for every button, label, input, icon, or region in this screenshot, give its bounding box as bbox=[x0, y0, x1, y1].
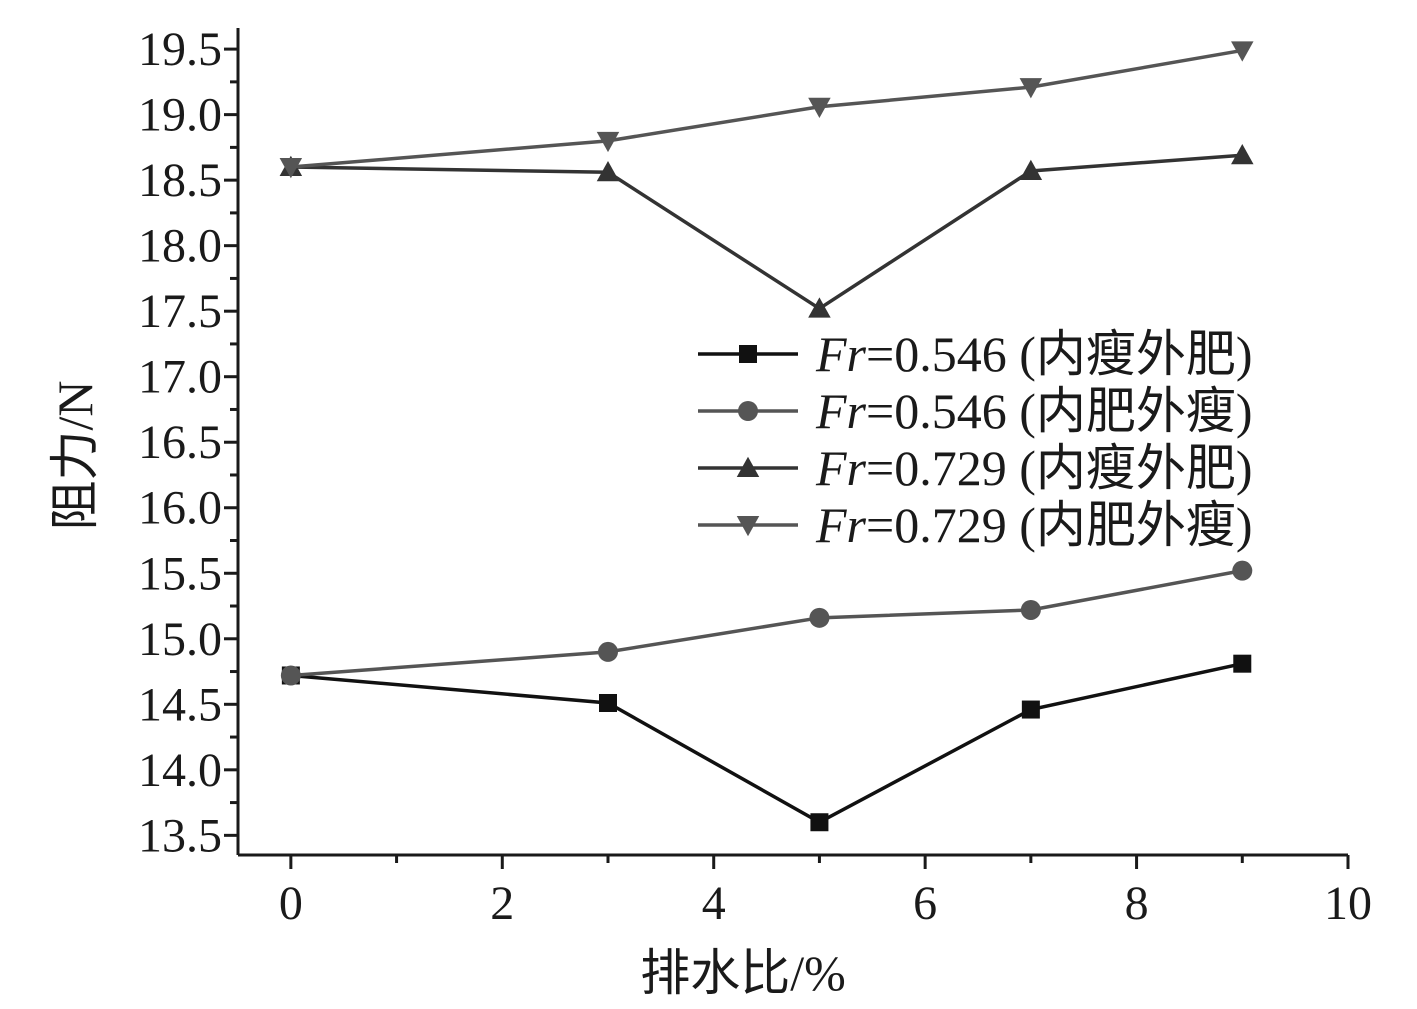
legend-label: Fr=0.729 (内瘦外肥) bbox=[815, 440, 1253, 496]
y-tick-label: 15.0 bbox=[138, 613, 222, 666]
legend-marker bbox=[736, 456, 760, 477]
y-tick-label: 19.5 bbox=[138, 23, 222, 76]
data-point bbox=[596, 161, 620, 182]
legend-label: Fr=0.546 (内瘦外肥) bbox=[815, 326, 1253, 382]
series-1-line bbox=[290, 661, 1243, 825]
data-point bbox=[808, 297, 831, 318]
data-point bbox=[598, 641, 618, 662]
y-tick-label: 19.0 bbox=[138, 89, 222, 142]
y-tick-label: 14.0 bbox=[138, 744, 222, 797]
legend-entry-3: Fr=0.729 (内瘦外肥) bbox=[698, 440, 1253, 496]
legend-entry-2: Fr=0.546 (内肥外瘦) bbox=[698, 383, 1253, 439]
data-point bbox=[1231, 41, 1254, 62]
x-tick-label: 8 bbox=[1125, 877, 1149, 930]
y-tick-label: 18.5 bbox=[138, 154, 222, 207]
x-tick-label: 10 bbox=[1324, 877, 1372, 930]
data-point bbox=[596, 131, 620, 153]
series-3 bbox=[279, 143, 1254, 318]
data-point bbox=[810, 813, 829, 832]
legend: Fr=0.546 (内瘦外肥)Fr=0.546 (内肥外瘦)Fr=0.729 (… bbox=[698, 326, 1253, 553]
legend-marker bbox=[736, 516, 760, 537]
y-tick-label: 15.5 bbox=[138, 547, 222, 600]
y-tick-label: 14.5 bbox=[138, 678, 222, 731]
x-ticks: 0 2 4 6 8 10 bbox=[279, 855, 1372, 930]
y-tick-label: 16.0 bbox=[138, 482, 222, 535]
legend-entry-1: Fr=0.546 (内瘦外肥) bbox=[698, 326, 1253, 382]
y-ticks: 13.5 14.0 14.5 15.0 15.5 16.0 16.5 17.0 17.5 18.0… bbox=[138, 23, 238, 862]
series-4-line bbox=[290, 48, 1243, 169]
data-point bbox=[1231, 143, 1254, 165]
series-layer bbox=[279, 41, 1254, 832]
y-tick-label: 17.0 bbox=[138, 351, 222, 404]
legend-label: Fr=0.729 (内肥外瘦) bbox=[815, 497, 1253, 553]
data-point bbox=[599, 693, 617, 712]
x-tick-label: 0 bbox=[279, 877, 303, 930]
x-axis-title: 排水比/% bbox=[640, 945, 846, 1001]
y-tick-label: 16.5 bbox=[138, 416, 222, 469]
y-tick-label: 13.5 bbox=[138, 809, 222, 862]
x-tick-label: 6 bbox=[913, 877, 937, 930]
x-tick-label: 2 bbox=[490, 877, 514, 930]
data-point bbox=[1021, 700, 1040, 719]
x-tick-label: 4 bbox=[702, 877, 726, 930]
series-2-line bbox=[290, 568, 1243, 678]
data-point bbox=[808, 97, 831, 119]
data-point bbox=[1232, 560, 1253, 581]
y-tick-label: 17.5 bbox=[138, 285, 222, 338]
data-point bbox=[809, 607, 830, 628]
data-point bbox=[1019, 78, 1043, 99]
data-point bbox=[1233, 654, 1252, 673]
series-2 bbox=[280, 560, 1253, 686]
legend-entry-4: Fr=0.729 (内肥外瘦) bbox=[698, 497, 1253, 553]
series-3-line bbox=[290, 153, 1243, 311]
legend-marker bbox=[739, 345, 757, 363]
data-point bbox=[1020, 599, 1041, 620]
axes: 13.5 14.0 14.5 15.0 15.5 16.0 16.5 17.0 17.5 18.0… bbox=[138, 23, 1372, 930]
data-point bbox=[279, 158, 303, 179]
legend-label: Fr=0.546 (内肥外瘦) bbox=[815, 383, 1253, 439]
legend-marker bbox=[738, 401, 758, 421]
data-point bbox=[1019, 159, 1043, 180]
y-tick-label: 18.0 bbox=[138, 220, 222, 273]
series-4 bbox=[279, 41, 1254, 179]
series-1 bbox=[281, 654, 1252, 832]
y-axis-title: 阻力/N bbox=[47, 381, 103, 531]
data-point bbox=[280, 665, 301, 686]
